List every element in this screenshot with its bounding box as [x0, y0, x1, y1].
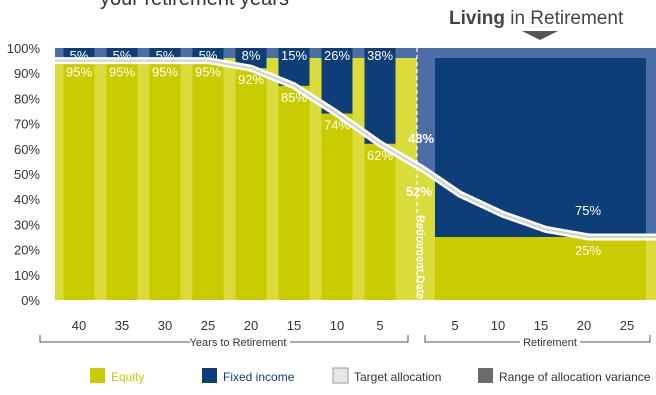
fixed-income-data-label: 26%	[324, 48, 350, 63]
x-tick-label: 30	[158, 318, 172, 333]
glide-path-line-inner	[55, 59, 656, 238]
y-tick-label: 80%	[14, 91, 40, 106]
legend-label-target: Target allocation	[354, 370, 441, 384]
equity-data-label: 95%	[152, 65, 178, 80]
retirement-label-bg	[520, 335, 580, 349]
x-tick-label: 25	[201, 318, 215, 333]
x-tick-label: 20	[577, 318, 591, 333]
retirement-pointer-arrow	[522, 31, 558, 40]
bar-equity	[235, 68, 267, 300]
bar-equity	[364, 143, 396, 300]
legend-label-variance: Range of allocation variance	[499, 370, 651, 384]
equity-data-label: 95%	[195, 65, 221, 80]
bar-equity	[149, 60, 181, 300]
legend-swatch-target	[332, 367, 349, 384]
x-tick-label: 5	[451, 318, 458, 333]
retirement-fixed-label: 75%	[575, 203, 601, 218]
equity-data-label: 92%	[238, 72, 264, 87]
bar-fixed-income	[235, 48, 267, 69]
x-tick-label: 10	[330, 318, 344, 333]
legend: Equity Fixed income Target allocation Range…	[90, 367, 651, 384]
fixed-income-data-label: 8%	[242, 48, 261, 63]
y-tick-label: 20%	[14, 243, 40, 258]
x-tick-label: 35	[115, 318, 129, 333]
retirement-equity-label: 25%	[575, 243, 601, 258]
x-tick-label: 15	[287, 318, 301, 333]
legend-swatch-fixed_income	[202, 368, 217, 383]
retirement-equity-block	[435, 237, 646, 300]
y-tick-label: 50%	[14, 167, 40, 182]
plot-area: 95%5%95%5%95%5%95%5%92%8%85%15%74%26%62%…	[55, 48, 656, 301]
retirement-date-label: Retirement Date	[414, 215, 426, 299]
y-tick-label: 10%	[14, 268, 40, 283]
bar-equity	[63, 60, 95, 300]
bar-fixed-income	[364, 48, 396, 144]
y-tick-label: 30%	[14, 217, 40, 232]
living-rest: in Retirement	[510, 8, 624, 29]
years-to-retirement-label: Years to Retirement	[190, 337, 287, 349]
living-in-retirement-title: Living in Retirement	[449, 8, 624, 29]
y-tick-label: 0%	[21, 293, 40, 308]
bar-equity	[106, 60, 138, 300]
legend-swatch-equity	[90, 368, 105, 383]
x-tick-label: 15	[534, 318, 548, 333]
equity-data-label: 95%	[109, 65, 135, 80]
x-tick-label: 10	[491, 318, 505, 333]
bar-fixed-income	[321, 48, 353, 114]
fixed-income-data-label: 15%	[281, 48, 307, 63]
x-tick-label: 20	[244, 318, 258, 333]
y-tick-label: 90%	[14, 66, 40, 81]
legend-swatch-variance	[478, 368, 493, 383]
x-tick-label: 25	[620, 318, 634, 333]
y-tick-label: 40%	[14, 192, 40, 207]
legend-label-fixed_income: Fixed income	[223, 370, 295, 384]
y-axis: 0% 10% 20% 30% 40% 50% 60% 70% 80% 90% 100%	[7, 41, 41, 308]
legend-label-equity: Equity	[111, 370, 144, 384]
bar-equity	[278, 85, 310, 300]
retirement-fixed-block	[435, 58, 646, 237]
y-tick-label: 70%	[14, 117, 40, 132]
living-bold: Living	[449, 8, 505, 29]
fixed-income-data-label: 38%	[367, 48, 393, 63]
bracket-label-bg	[190, 335, 290, 349]
equity-data-label: 95%	[66, 65, 92, 80]
bar-equity	[321, 113, 353, 301]
retirement-date-equity-label: 52%	[406, 184, 432, 199]
x-axis: 40 35 30 25 20 15 10 5 5 10 15 20 25 Years to Retirem…	[39, 318, 651, 349]
cut-title: your retirement years	[100, 0, 289, 10]
retirement-group-label: Retirement	[523, 337, 577, 349]
bar-equity	[192, 60, 224, 300]
x-tick-label: 40	[72, 318, 86, 333]
retirement-date-fixed-label: 48%	[408, 131, 434, 146]
y-tick-label: 60%	[14, 142, 40, 157]
x-tick-label: 5	[376, 318, 383, 333]
y-tick-label: 100%	[7, 41, 41, 56]
